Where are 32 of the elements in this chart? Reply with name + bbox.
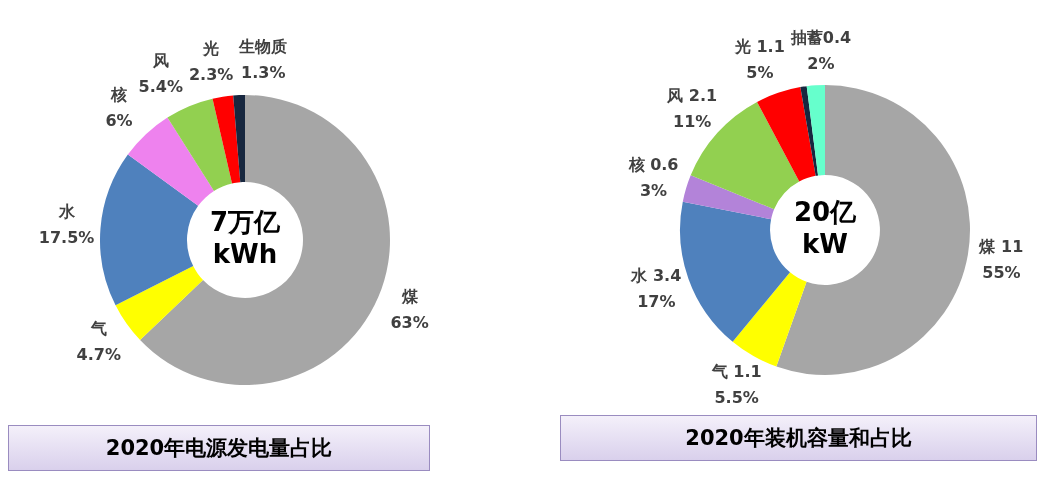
- data-label: 4.7%: [76, 345, 121, 365]
- data-label: 55%: [982, 262, 1021, 282]
- slice-label: 抽蓄0.4: [789, 27, 852, 47]
- slice-label: 水 3.4: [630, 266, 682, 286]
- slice-label: 风 2.1: [666, 86, 718, 106]
- data-label: 5%: [746, 62, 774, 82]
- data-label: 6%: [105, 111, 133, 131]
- text: 2020年装机容量和占比: [560, 415, 1037, 461]
- data-label: 2.3%: [188, 65, 234, 85]
- text: 20亿 kW: [793, 196, 858, 259]
- slice-label: 生物质: [238, 37, 288, 57]
- slice-label: 水: [57, 201, 76, 221]
- data-label: 63%: [390, 312, 429, 332]
- text: 7万亿 kWh: [209, 206, 282, 269]
- slice-label: 风: [151, 50, 169, 70]
- slice-label: 气: [89, 319, 107, 339]
- slice-label: 核: [109, 85, 127, 105]
- slice-label: 煤 11: [978, 236, 1024, 256]
- data-label: 5.4%: [138, 76, 183, 96]
- slice-label: 核 0.6: [627, 154, 679, 174]
- data-label: 17.5%: [38, 227, 95, 247]
- slice-label: 煤: [400, 286, 419, 306]
- data-label: 3%: [639, 180, 668, 200]
- data-label: 2%: [807, 53, 835, 73]
- data-label: 17%: [637, 292, 676, 312]
- slice-label: 气 1.1: [710, 361, 762, 381]
- data-label: 11%: [673, 112, 712, 132]
- slice-label: 光 1.1: [733, 36, 785, 56]
- data-label: 1.3%: [241, 63, 286, 83]
- text: 2020年电源发电量占比: [8, 425, 430, 471]
- slice-label: 光: [202, 39, 220, 59]
- data-label: 5.5%: [714, 387, 759, 407]
